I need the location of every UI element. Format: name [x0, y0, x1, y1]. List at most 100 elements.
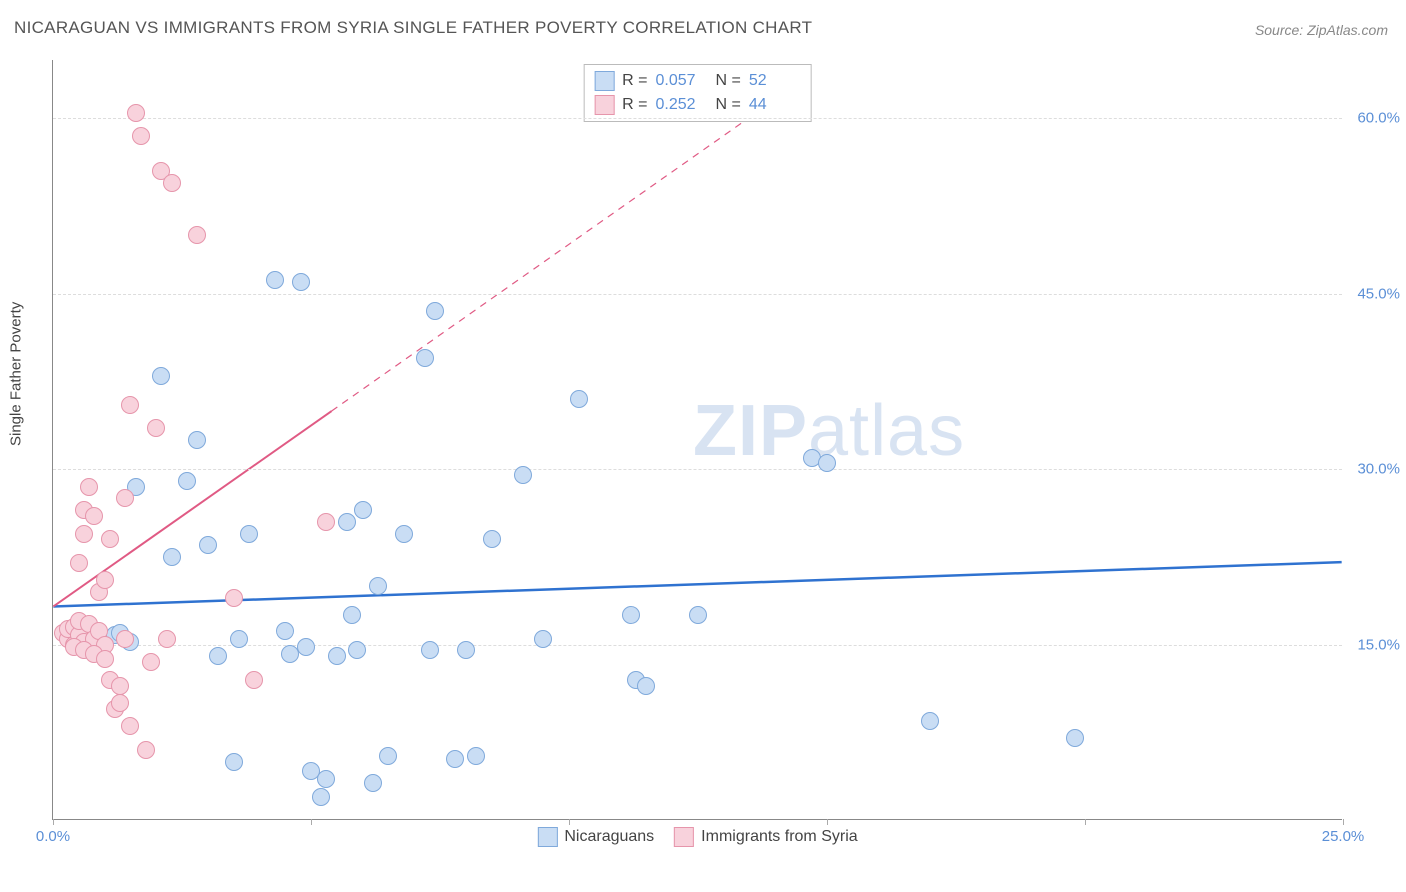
- legend-label: Immigrants from Syria: [701, 828, 857, 846]
- grid-line: [53, 469, 1342, 470]
- scatter-point: [188, 431, 206, 449]
- scatter-point: [152, 367, 170, 385]
- scatter-point: [230, 630, 248, 648]
- scatter-point: [163, 174, 181, 192]
- scatter-point: [354, 501, 372, 519]
- scatter-point: [637, 677, 655, 695]
- watermark-bold: ZIP: [693, 391, 808, 471]
- scatter-point: [101, 530, 119, 548]
- scatter-point: [317, 770, 335, 788]
- chart-source: Source: ZipAtlas.com: [1255, 22, 1388, 38]
- stat-n-value: 52: [749, 72, 801, 90]
- chart-title: NICARAGUAN VS IMMIGRANTS FROM SYRIA SING…: [14, 18, 812, 38]
- scatter-point: [689, 606, 707, 624]
- scatter-point: [292, 273, 310, 291]
- legend-swatch: [537, 827, 557, 847]
- scatter-point: [96, 571, 114, 589]
- x-tick: [311, 819, 312, 825]
- scatter-point: [111, 694, 129, 712]
- x-tick: [1343, 819, 1344, 825]
- y-tick-label: 30.0%: [1357, 461, 1400, 478]
- scatter-point: [446, 750, 464, 768]
- scatter-point: [364, 774, 382, 792]
- x-tick: [569, 819, 570, 825]
- series-legend: Nicaraguans Immigrants from Syria: [537, 827, 857, 847]
- plot-area: ZIPatlas R =0.057N =52R =0.252N =44 Nica…: [52, 60, 1342, 820]
- scatter-point: [178, 472, 196, 490]
- stat-r-value: 0.057: [656, 72, 708, 90]
- scatter-point: [147, 419, 165, 437]
- scatter-point: [421, 641, 439, 659]
- legend-stat-row: R =0.252N =44: [594, 93, 801, 117]
- scatter-point: [142, 653, 160, 671]
- scatter-point: [467, 747, 485, 765]
- scatter-point: [395, 525, 413, 543]
- scatter-point: [338, 513, 356, 531]
- scatter-point: [199, 536, 217, 554]
- trend-lines: [53, 60, 1342, 819]
- scatter-point: [276, 622, 294, 640]
- scatter-point: [132, 127, 150, 145]
- scatter-point: [297, 638, 315, 656]
- scatter-point: [514, 466, 532, 484]
- scatter-point: [328, 647, 346, 665]
- scatter-point: [80, 478, 98, 496]
- scatter-point: [121, 717, 139, 735]
- scatter-point: [75, 525, 93, 543]
- x-tick-label: 25.0%: [1322, 828, 1365, 845]
- scatter-point: [225, 589, 243, 607]
- stat-n-label: N =: [716, 72, 741, 90]
- scatter-point: [379, 747, 397, 765]
- legend-swatch: [674, 827, 694, 847]
- scatter-point: [369, 577, 387, 595]
- scatter-point: [416, 349, 434, 367]
- x-tick: [827, 819, 828, 825]
- legend-swatch: [594, 71, 614, 91]
- stat-r-label: R =: [622, 72, 647, 90]
- y-tick-label: 45.0%: [1357, 285, 1400, 302]
- scatter-point: [457, 641, 475, 659]
- scatter-point: [116, 630, 134, 648]
- correlation-chart: NICARAGUAN VS IMMIGRANTS FROM SYRIA SING…: [0, 0, 1406, 892]
- legend-item: Immigrants from Syria: [674, 827, 857, 847]
- scatter-point: [622, 606, 640, 624]
- scatter-point: [534, 630, 552, 648]
- scatter-point: [245, 671, 263, 689]
- scatter-point: [96, 650, 114, 668]
- legend-label: Nicaraguans: [564, 828, 654, 846]
- scatter-point: [1066, 729, 1084, 747]
- legend-swatch: [594, 95, 614, 115]
- y-tick-label: 15.0%: [1357, 636, 1400, 653]
- grid-line: [53, 294, 1342, 295]
- scatter-point: [343, 606, 361, 624]
- scatter-point: [317, 513, 335, 531]
- scatter-point: [158, 630, 176, 648]
- legend-item: Nicaraguans: [537, 827, 654, 847]
- scatter-point: [312, 788, 330, 806]
- y-axis-label: Single Father Poverty: [8, 302, 25, 446]
- scatter-point: [70, 554, 88, 572]
- stat-n-value: 44: [749, 96, 801, 114]
- scatter-point: [570, 390, 588, 408]
- scatter-point: [188, 226, 206, 244]
- legend-stat-row: R = 0.057 N = 52: [594, 69, 801, 93]
- scatter-point: [85, 507, 103, 525]
- scatter-point: [266, 271, 284, 289]
- scatter-point: [121, 396, 139, 414]
- grid-line: [53, 118, 1342, 119]
- scatter-point: [127, 104, 145, 122]
- scatter-point: [240, 525, 258, 543]
- scatter-point: [225, 753, 243, 771]
- scatter-point: [921, 712, 939, 730]
- stat-n-label: N =: [716, 96, 741, 114]
- correlation-legend: R =0.057N =52R =0.252N =44: [583, 64, 812, 122]
- scatter-point: [818, 454, 836, 472]
- scatter-point: [209, 647, 227, 665]
- scatter-point: [111, 677, 129, 695]
- scatter-point: [348, 641, 366, 659]
- scatter-point: [163, 548, 181, 566]
- scatter-point: [116, 489, 134, 507]
- scatter-point: [137, 741, 155, 759]
- x-tick: [1085, 819, 1086, 825]
- scatter-point: [426, 302, 444, 320]
